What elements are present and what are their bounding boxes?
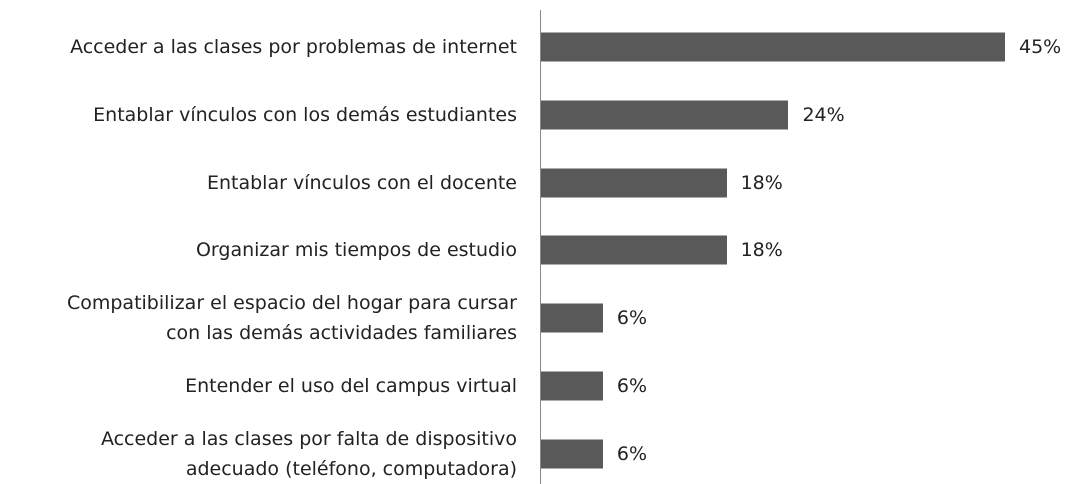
value-label: 18% xyxy=(740,171,783,194)
value-label: 24% xyxy=(802,103,845,126)
value-label: 6% xyxy=(616,375,648,397)
bar xyxy=(541,439,603,469)
category-label: Acceder a las clases por falta de dispos… xyxy=(100,427,517,480)
category-label: Acceder a las clases por problemas de in… xyxy=(70,36,517,58)
bar xyxy=(541,168,727,198)
category-label: Organizar mis tiempos de estudio xyxy=(195,239,517,262)
bar xyxy=(541,100,789,130)
value-label: 6% xyxy=(616,442,648,465)
category-label: Compatibilizar el espacio del hogar para… xyxy=(66,292,517,345)
bar xyxy=(541,371,603,401)
category-axis xyxy=(540,10,541,484)
category-label: Entablar vínculos con los demás estudian… xyxy=(93,103,517,126)
value-label: 45% xyxy=(1019,36,1062,58)
value-label: 18% xyxy=(740,239,783,262)
category-label: Entender el uso del campus virtual xyxy=(185,375,517,397)
value-label: 6% xyxy=(616,307,648,330)
bar xyxy=(541,32,1005,62)
category-label: Entablar vínculos con el docente xyxy=(206,171,517,194)
bar xyxy=(541,235,727,265)
bar xyxy=(541,303,603,333)
